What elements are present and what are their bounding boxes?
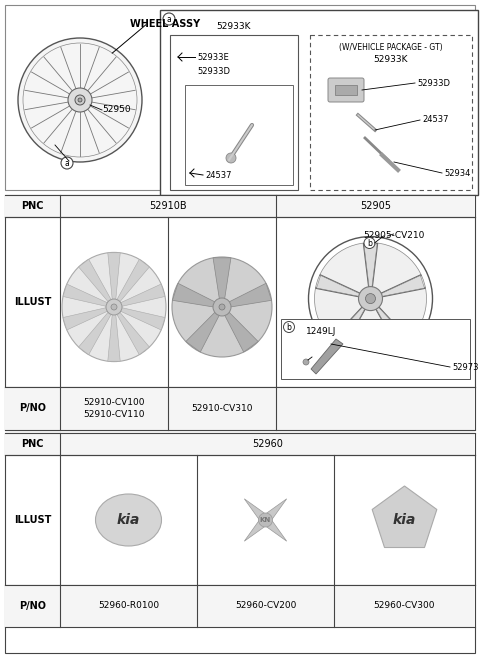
Text: PNC: PNC <box>21 439 44 449</box>
Circle shape <box>111 304 117 310</box>
Text: 52960-CV300: 52960-CV300 <box>374 602 435 611</box>
Polygon shape <box>117 312 149 355</box>
Circle shape <box>106 299 122 315</box>
Text: 52934: 52934 <box>444 169 470 178</box>
Text: 52910-CV110: 52910-CV110 <box>83 410 145 419</box>
Polygon shape <box>228 283 272 307</box>
Text: 52905-CV210: 52905-CV210 <box>363 230 424 239</box>
Polygon shape <box>380 276 424 297</box>
Bar <box>185 85 293 185</box>
Bar <box>5 5 475 190</box>
Polygon shape <box>311 339 343 374</box>
FancyBboxPatch shape <box>328 78 364 102</box>
Circle shape <box>309 237 432 361</box>
Circle shape <box>75 95 85 105</box>
Bar <box>5 433 475 653</box>
Bar <box>5 195 475 217</box>
Polygon shape <box>108 314 120 361</box>
Polygon shape <box>364 244 377 289</box>
Polygon shape <box>262 499 287 523</box>
Polygon shape <box>108 253 120 300</box>
Circle shape <box>219 304 225 310</box>
Polygon shape <box>79 312 111 355</box>
Polygon shape <box>262 516 287 541</box>
Text: 52960: 52960 <box>252 439 283 449</box>
Text: 24537: 24537 <box>422 115 448 125</box>
Text: PNC: PNC <box>21 201 44 211</box>
Text: P/NO: P/NO <box>19 601 46 611</box>
Bar <box>310 35 472 190</box>
Bar <box>281 319 470 379</box>
Text: 52933D: 52933D <box>197 66 230 75</box>
Polygon shape <box>224 311 258 352</box>
Polygon shape <box>372 486 437 548</box>
Text: 24537: 24537 <box>205 171 231 180</box>
Text: ILLUST: ILLUST <box>14 515 51 525</box>
Text: 1249LJ: 1249LJ <box>306 327 336 335</box>
Circle shape <box>172 257 272 357</box>
Text: ILLUST: ILLUST <box>14 297 51 307</box>
Circle shape <box>359 287 383 310</box>
Text: 52950: 52950 <box>102 106 131 115</box>
Text: a: a <box>167 14 171 24</box>
Circle shape <box>314 243 427 355</box>
Polygon shape <box>117 259 149 302</box>
Text: (W/VEHICLE PACKAGE - GT): (W/VEHICLE PACKAGE - GT) <box>339 43 443 52</box>
Text: 52910B: 52910B <box>149 201 187 211</box>
Text: kia: kia <box>393 513 416 527</box>
Polygon shape <box>120 284 165 306</box>
Ellipse shape <box>96 494 161 546</box>
Polygon shape <box>316 276 361 297</box>
Text: 52910-CV100: 52910-CV100 <box>83 398 145 407</box>
Polygon shape <box>333 306 366 346</box>
Bar <box>5 195 475 430</box>
Text: a: a <box>65 159 70 167</box>
Text: b: b <box>367 239 372 247</box>
Text: KN: KN <box>260 517 271 523</box>
Circle shape <box>163 13 175 25</box>
Bar <box>5 387 475 430</box>
Circle shape <box>61 157 73 169</box>
Circle shape <box>18 38 142 162</box>
Text: WHEEL ASSY: WHEEL ASSY <box>130 19 200 29</box>
Text: 52910-CV310: 52910-CV310 <box>191 404 253 413</box>
Text: 52960-R0100: 52960-R0100 <box>98 602 159 611</box>
Polygon shape <box>213 258 231 300</box>
Circle shape <box>284 321 295 333</box>
Circle shape <box>303 359 309 365</box>
Polygon shape <box>375 306 408 346</box>
Text: 52960-CV200: 52960-CV200 <box>235 602 296 611</box>
Polygon shape <box>63 284 108 306</box>
Bar <box>5 585 475 627</box>
Text: 52973: 52973 <box>452 363 479 371</box>
Circle shape <box>78 98 82 102</box>
Circle shape <box>226 153 236 163</box>
Bar <box>170 35 298 190</box>
Bar <box>160 10 478 195</box>
Text: b: b <box>287 323 291 331</box>
Circle shape <box>364 237 375 249</box>
Bar <box>335 85 357 95</box>
Ellipse shape <box>62 253 166 361</box>
Text: 52905: 52905 <box>360 201 391 211</box>
Circle shape <box>365 294 375 304</box>
Text: P/NO: P/NO <box>19 403 46 413</box>
Text: kia: kia <box>117 513 140 527</box>
Circle shape <box>259 513 273 527</box>
Polygon shape <box>79 259 111 302</box>
Polygon shape <box>244 516 269 541</box>
Circle shape <box>68 88 92 112</box>
Polygon shape <box>63 308 108 330</box>
Polygon shape <box>172 283 216 307</box>
Text: 52933D: 52933D <box>417 79 450 87</box>
Polygon shape <box>120 308 165 330</box>
Polygon shape <box>244 499 269 523</box>
Circle shape <box>213 298 231 316</box>
Text: 52933K: 52933K <box>217 22 251 31</box>
Text: 52933E: 52933E <box>197 52 229 62</box>
Text: 52933K: 52933K <box>374 55 408 64</box>
Bar <box>5 433 475 455</box>
Polygon shape <box>186 311 220 352</box>
